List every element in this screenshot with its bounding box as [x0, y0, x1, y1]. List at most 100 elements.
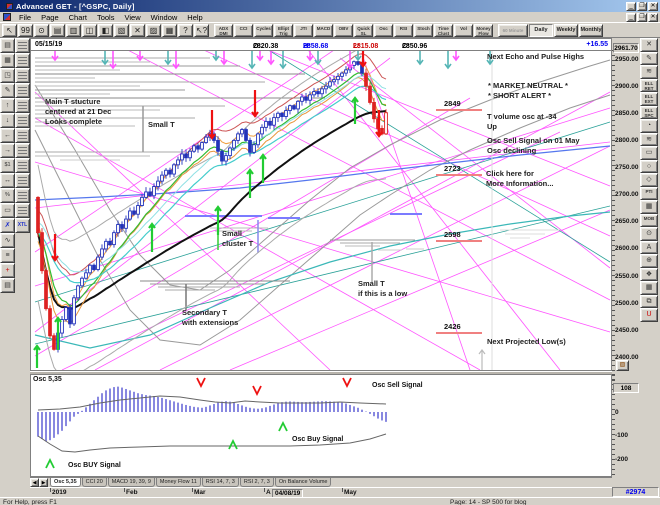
price-label-button[interactable]: $1	[0, 158, 15, 173]
study-button-adx-dmi[interactable]: ADX DMI	[214, 23, 233, 37]
chart-window-icon[interactable]	[3, 13, 11, 21]
zoom-button[interactable]: ⊙	[34, 23, 49, 37]
study-button[interactable]: ✎	[0, 83, 15, 98]
left-tool-text-button[interactable]	[15, 53, 30, 68]
main-chart[interactable]: 2849 2723 2598 2426 Main T stucture centered …	[30, 50, 612, 371]
diamond-tool-button[interactable]: ◇	[640, 173, 658, 187]
tab-osc-5-35[interactable]: Osc 5,35	[50, 478, 81, 487]
help-button[interactable]: ?	[178, 23, 193, 37]
elliott-retracement-button[interactable]: ELL RET	[640, 78, 658, 92]
zoom-tool-button[interactable]: ⊕	[640, 254, 658, 268]
menu-page[interactable]: Page	[41, 12, 59, 22]
pointer-button[interactable]: ↖	[2, 23, 17, 37]
left-tool-text-button[interactable]	[15, 98, 30, 113]
left-tool-text-button[interactable]	[15, 83, 30, 98]
price-axis[interactable]: 2961.70 2950.00 2900.00 2850.00 2800.00 2750…	[612, 38, 640, 487]
menu-tools[interactable]: Tools	[96, 12, 115, 22]
child-restore-button[interactable]: ❐	[637, 12, 647, 22]
left-tool-text-button[interactable]: XTL	[15, 218, 30, 233]
elliott-extension-button[interactable]: ELL EXT	[640, 92, 658, 106]
gann-lines-button[interactable]: ∿	[0, 233, 15, 248]
undo-tool-button[interactable]: U	[640, 308, 658, 322]
text-tool-button[interactable]: A	[640, 240, 658, 254]
arrow-up-button[interactable]: ↑	[0, 98, 15, 113]
close-button[interactable]: ✕	[130, 23, 145, 37]
open-button[interactable]: ▥	[66, 23, 81, 37]
tib-lines-button[interactable]: ≡	[0, 248, 15, 263]
study-button-rsi[interactable]: RSI	[394, 23, 413, 37]
percent-button[interactable]: %	[0, 188, 15, 203]
grid-tool-button[interactable]: ▦	[640, 200, 658, 214]
xtl-lines-button[interactable]: ✗	[0, 218, 15, 233]
menu-chart[interactable]: Chart	[68, 12, 87, 22]
menu-window[interactable]: Window	[150, 12, 178, 22]
study-button-cci[interactable]: CCI	[234, 23, 253, 37]
child-minimize-button[interactable]: _	[626, 12, 636, 22]
left-tool-text-button[interactable]	[15, 128, 30, 143]
screen-button[interactable]: ▭	[0, 203, 15, 218]
erase-tool-button[interactable]: ✕	[640, 38, 658, 52]
regression-tool-button[interactable]: ≋	[640, 65, 658, 79]
left-tool-text-button[interactable]	[15, 143, 30, 158]
menu-file[interactable]: File	[19, 12, 32, 22]
period-button-monthly[interactable]: Monthly	[579, 23, 603, 37]
study-button-obv[interactable]: OBV	[334, 23, 353, 37]
study-button-ellipt-trig[interactable]: Ellipt Trig	[274, 23, 293, 37]
study-button-time-clust[interactable]: Time Clust	[434, 23, 453, 37]
gann-circle-button[interactable]: ◔	[640, 119, 658, 133]
context-help-button[interactable]: ↖?	[194, 23, 209, 37]
flag-tool-button[interactable]: ❖	[640, 267, 658, 281]
arrow-left-button[interactable]: ←	[0, 128, 15, 143]
oscillator-panel[interactable]: Osc 5,35 Osc Sell Signal Osc Buy Signal Osc…	[30, 374, 612, 477]
left-tool-text-button[interactable]	[15, 203, 30, 218]
cascade-button[interactable]: ◫	[82, 23, 97, 37]
study-button-cycles[interactable]: Cycles	[254, 23, 273, 37]
pane-divider[interactable]	[30, 371, 612, 374]
left-tool-text-button[interactable]	[15, 158, 30, 173]
copy-button[interactable]: ▨	[146, 23, 161, 37]
left-tool-text-button[interactable]	[15, 38, 30, 53]
left-tool-text-button[interactable]	[15, 68, 30, 83]
layout-button[interactable]: ▧	[114, 23, 129, 37]
elliott-special-button[interactable]: ELL SPC	[640, 105, 658, 119]
ellipse-tool-button[interactable]: ○	[640, 159, 658, 173]
minimize-button[interactable]: _	[626, 1, 636, 11]
menu-view[interactable]: View	[124, 12, 141, 22]
scale-properties-button[interactable]: ▨	[616, 360, 629, 371]
study-button-quick-sl[interactable]: Quick SL	[354, 23, 373, 37]
rectangle-tool-button[interactable]: ▭	[640, 146, 658, 160]
study-button-vol[interactable]: Vol	[454, 23, 473, 37]
left-tool-text-button[interactable]	[15, 173, 30, 188]
tab-cci-20[interactable]: CCI 20	[81, 478, 107, 487]
child-close-button[interactable]: ✕	[648, 12, 658, 22]
study-button-jti[interactable]: JTI	[294, 23, 313, 37]
print-button[interactable]: ▦	[162, 23, 177, 37]
maximize-button[interactable]: ❐	[637, 1, 647, 11]
chart-type-button[interactable]: ▦	[0, 53, 15, 68]
tiles-tool-button[interactable]: ▦	[640, 281, 658, 295]
pencil-tool-button[interactable]: ✎	[640, 51, 658, 65]
tile-windows-button[interactable]: 99	[18, 23, 33, 37]
crosshair-button[interactable]: +	[0, 263, 15, 278]
arrow-right-button[interactable]: →	[0, 143, 15, 158]
left-tool-text-button[interactable]	[15, 113, 30, 128]
expand-button[interactable]: ↔	[0, 173, 15, 188]
tab-on-balance-volume[interactable]: On Balance Volume	[274, 478, 332, 487]
tile-button[interactable]: ◧	[98, 23, 113, 37]
tab-scroll-right-button[interactable]: ▶	[39, 478, 48, 487]
mob-tool-button[interactable]: MOB	[640, 213, 658, 227]
quick-view-button[interactable]: ◳	[0, 68, 15, 83]
left-tool-text-button[interactable]	[15, 188, 30, 203]
tab-rsi-2-7-3[interactable]: RSI 2, 7, 3	[239, 478, 274, 487]
fan-lines-button[interactable]: ≋	[640, 132, 658, 146]
magnify-chart-button[interactable]: ⊙	[640, 227, 658, 241]
pti-tool-button[interactable]: PTI	[640, 186, 658, 200]
menu-help[interactable]: Help	[187, 12, 203, 22]
open-chart-button[interactable]: ▤	[0, 38, 15, 53]
copy-page-button[interactable]: ⧉	[640, 294, 658, 308]
tab-rsi-14-7-3[interactable]: RSI 14, 7, 3	[201, 478, 239, 487]
arrow-down-button[interactable]: ↓	[0, 113, 15, 128]
period-button-weekly[interactable]: Weekly	[554, 23, 578, 37]
study-button-osc[interactable]: Osc	[374, 23, 393, 37]
study-button-macd[interactable]: MACD	[314, 23, 333, 37]
